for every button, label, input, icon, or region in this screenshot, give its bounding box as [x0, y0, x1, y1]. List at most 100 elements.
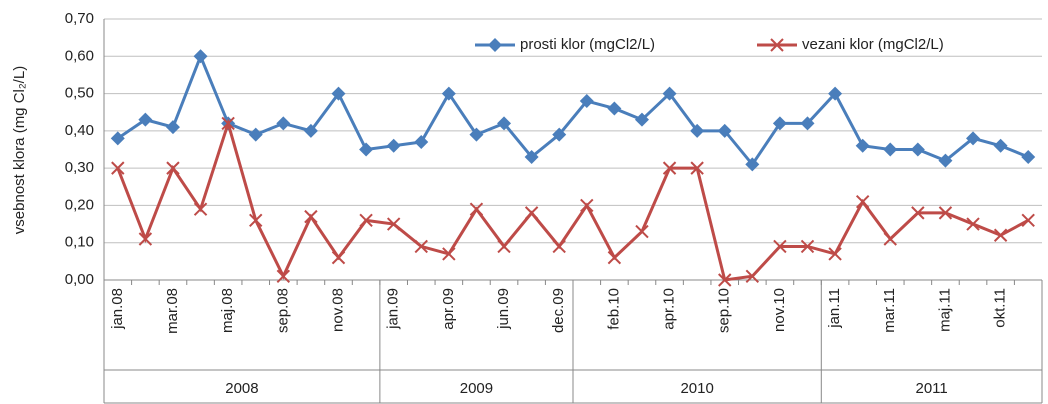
data-point: [855, 138, 870, 153]
data-point: [359, 213, 373, 228]
series-line: [116, 52, 1029, 167]
data-point: [552, 239, 566, 254]
data-point: [855, 194, 870, 209]
y-tick-label: 0,50: [65, 85, 94, 102]
data-point: [634, 112, 649, 127]
x-tick-label: dec.09: [550, 288, 567, 333]
y-tick-label: 0,60: [65, 47, 94, 64]
data-point: [441, 86, 456, 101]
x-tick-label: okt.11: [992, 288, 1009, 328]
x-tick-label: mar.08: [164, 288, 181, 334]
data-point: [414, 135, 429, 150]
legend-marker-shape: [488, 38, 502, 52]
group-label: 2011: [916, 380, 948, 397]
data-point: [1021, 149, 1036, 164]
data-point: [552, 127, 567, 142]
data-point: [690, 123, 705, 138]
data-point: [524, 206, 539, 220]
x-tick-label: jun.09: [495, 288, 512, 330]
data-point: [497, 239, 511, 254]
data-point: [911, 206, 925, 220]
y-tick-label: 0,20: [65, 196, 94, 213]
x-tick-label: apr.10: [661, 288, 678, 330]
data-point: [276, 269, 291, 283]
group-label: 2010: [680, 380, 713, 397]
x-tick-label: nov.08: [329, 288, 346, 332]
y-tick-label: 0,00: [65, 271, 94, 288]
y-tick-label: 0,30: [65, 159, 94, 176]
data-point: [303, 123, 318, 138]
data-point: [966, 131, 981, 146]
data-point: [248, 127, 263, 142]
y-tick-label: 0,40: [65, 122, 94, 139]
data-point: [773, 239, 787, 254]
x-tick-label: sep.10: [716, 288, 733, 333]
data-point: [497, 116, 512, 131]
data-point: [276, 116, 291, 131]
y-tick-label: 0,70: [65, 10, 94, 27]
data-point: [193, 202, 208, 216]
data-point: [966, 217, 980, 231]
data-point: [993, 138, 1008, 153]
data-point: [414, 239, 428, 254]
data-point: [386, 217, 401, 231]
data-point: [138, 232, 153, 246]
data-point: [165, 120, 180, 135]
data-point: [910, 142, 925, 157]
data-point: [442, 247, 456, 261]
x-tick-label: jan.08: [109, 288, 126, 330]
data-point: [745, 269, 760, 283]
x-tick-label: apr.09: [440, 288, 457, 330]
data-point: [938, 206, 953, 220]
data-point: [828, 86, 843, 101]
x-tick-label: jan.11: [826, 288, 843, 329]
x-tick-label: nov.10: [771, 288, 788, 332]
x-tick-label: mar.11: [881, 288, 898, 333]
group-label: 2009: [460, 380, 493, 397]
data-point: [717, 123, 732, 138]
series-line: [116, 118, 1029, 282]
x-tick-label: maj.08: [219, 288, 236, 333]
data-point: [110, 131, 125, 146]
data-point: [662, 161, 677, 175]
data-point: [1021, 213, 1035, 228]
data-point: [166, 161, 180, 175]
x-tick-label: feb.10: [605, 288, 622, 330]
data-point: [828, 247, 842, 261]
data-point: [138, 112, 153, 127]
legend-label: vezani klor (mgCl2/L): [802, 36, 944, 53]
data-point: [883, 142, 898, 157]
legend-label: prosti klor (mgCl2/L): [520, 36, 655, 53]
data-point: [718, 273, 732, 287]
x-tick-label: sep.08: [274, 288, 291, 333]
data-point: [607, 250, 622, 265]
data-point: [745, 157, 760, 172]
y-axis-label: vsebnost klora (mg Cl₂/L): [11, 66, 28, 234]
data-point: [193, 49, 208, 64]
legend-marker-shape: [770, 38, 784, 52]
data-point: [469, 127, 484, 142]
data-point: [580, 198, 594, 213]
data-point: [249, 213, 263, 228]
legend-marker: [770, 38, 784, 52]
data-point: [331, 250, 346, 265]
data-point: [607, 101, 622, 116]
data-point: [221, 116, 235, 131]
data-point: [938, 153, 953, 168]
data-point: [690, 161, 704, 175]
x-tick-label: jan.09: [385, 288, 402, 330]
data-point: [386, 138, 401, 153]
data-point: [524, 149, 539, 164]
data-point: [800, 116, 815, 131]
data-point: [800, 239, 815, 254]
data-point: [579, 94, 594, 109]
data-point: [662, 86, 677, 101]
group-label: 2008: [225, 380, 258, 397]
data-point: [111, 161, 125, 175]
y-tick-label: 0,10: [65, 234, 94, 251]
legend-marker: [488, 38, 502, 52]
data-point: [359, 142, 374, 157]
data-point: [883, 232, 897, 246]
data-point: [469, 202, 484, 216]
